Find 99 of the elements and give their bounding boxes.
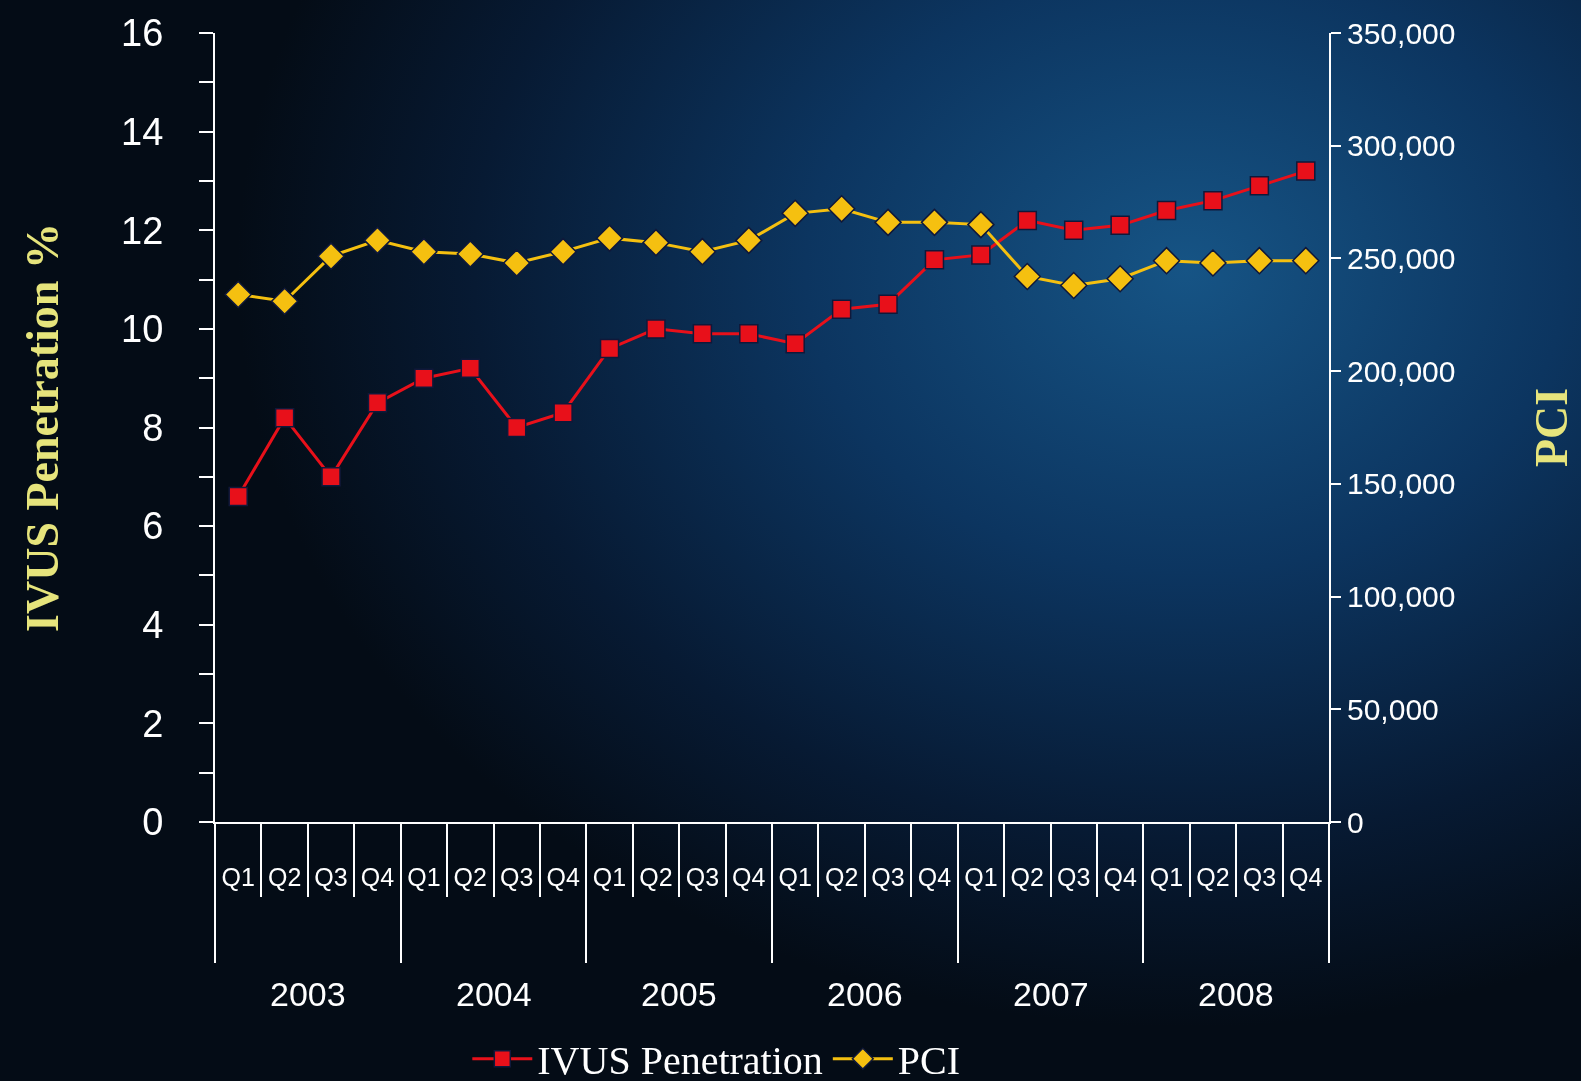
point (1199, 249, 1227, 277)
point (599, 338, 620, 359)
point (1152, 246, 1181, 275)
text: 2007 (1013, 975, 1089, 1013)
y2-tick-label: 350,000 (1347, 16, 1456, 50)
point (1156, 200, 1177, 221)
x-tick-label: Q1 (1149, 863, 1184, 891)
point (1063, 220, 1084, 240)
point (595, 224, 624, 252)
point (920, 208, 949, 237)
y-tick-label: 14 (121, 110, 164, 153)
x-tick-label: Q2 (453, 863, 487, 891)
y2-tick-label: 50,000 (1347, 692, 1439, 726)
point (924, 250, 945, 270)
text: 2008 (1198, 975, 1274, 1013)
point (228, 486, 248, 507)
y2-tick-label: 0 (1347, 805, 1364, 839)
point (414, 368, 434, 388)
x-tick-label: Q1 (592, 863, 627, 891)
point (1059, 271, 1088, 300)
x-tick-label: Q4 (360, 863, 395, 891)
text: 2003 (270, 975, 346, 1013)
point (971, 245, 991, 265)
x-tick-label: Q3 (685, 863, 720, 891)
point (967, 210, 995, 239)
x-tick-label: Q2 (267, 863, 302, 891)
point (274, 407, 295, 428)
point (827, 195, 856, 223)
point (363, 226, 392, 255)
legend-label: PCI (897, 1038, 961, 1081)
y-tick-label: 16 (121, 12, 164, 55)
point (688, 237, 717, 266)
x-tick-label: Q4 (732, 863, 766, 891)
y-tick-label: 4 (142, 604, 164, 647)
x-tick-label: Q1 (221, 863, 255, 891)
y-tick-label: 0 (142, 801, 164, 844)
y-tick-label: 10 (121, 308, 164, 351)
y2-tick-label: 250,000 (1347, 241, 1456, 275)
x-tick-label: Q2 (824, 863, 859, 891)
x-tick-label: Q3 (871, 863, 905, 891)
point (739, 324, 759, 344)
point (1245, 246, 1274, 275)
text: 2004 (456, 975, 532, 1013)
point (502, 249, 531, 277)
point (781, 199, 809, 228)
point (1249, 176, 1270, 196)
x-tick-label: Q4 (917, 863, 952, 891)
point (549, 237, 577, 266)
x-tick-label: Q1 (964, 863, 998, 891)
point (874, 208, 902, 237)
x-tick-label: Q4 (1103, 863, 1137, 891)
x-tick-label: Q2 (1196, 863, 1230, 891)
x-tick-label: Q3 (500, 863, 534, 891)
point (646, 319, 666, 339)
point (642, 228, 670, 257)
y2-tick-label: 100,000 (1347, 580, 1456, 614)
y-tick-label: 8 (142, 406, 164, 449)
x-tick-label: Q3 (1242, 863, 1277, 891)
y2-tick-label: 300,000 (1347, 129, 1456, 163)
legend-label: IVUS Penetration (537, 1038, 823, 1081)
x-tick-label: Q3 (314, 863, 348, 891)
point (317, 242, 345, 270)
x-tick-label: Q2 (639, 863, 673, 891)
x-tick-label: Q1 (778, 863, 812, 891)
x-tick-label: Q1 (407, 863, 441, 891)
point (410, 237, 438, 266)
x-tick-label: Q2 (1010, 863, 1044, 891)
y-tick-label: 2 (142, 702, 164, 745)
point (553, 402, 573, 423)
point (735, 226, 763, 255)
y-axis-title: IVUS Penetration % (17, 223, 69, 632)
x-tick-label: Q4 (1289, 863, 1323, 891)
point (1203, 190, 1223, 211)
point (224, 280, 252, 309)
point (270, 287, 299, 316)
point (367, 393, 388, 413)
x-tick-label: Q4 (546, 863, 580, 891)
y2-tick-label: 200,000 (1347, 354, 1456, 388)
point (785, 333, 805, 354)
point (1106, 264, 1134, 293)
point (321, 467, 341, 487)
y2-axis-title: PCI (1525, 387, 1577, 468)
point (460, 358, 481, 379)
point (1110, 215, 1130, 236)
y-tick-label: 6 (142, 505, 164, 548)
point (692, 324, 713, 344)
point (831, 299, 852, 319)
point (1017, 210, 1038, 231)
point (1296, 161, 1316, 181)
y2-tick-label: 150,000 (1347, 467, 1456, 501)
point (1292, 246, 1320, 275)
y-tick-label: 12 (121, 209, 164, 252)
point (1013, 262, 1042, 291)
x-tick-label: Q3 (1057, 863, 1091, 891)
point (878, 294, 898, 314)
point (506, 417, 527, 438)
point (456, 240, 485, 268)
text: 2006 (827, 975, 903, 1013)
text: 2005 (641, 975, 717, 1013)
